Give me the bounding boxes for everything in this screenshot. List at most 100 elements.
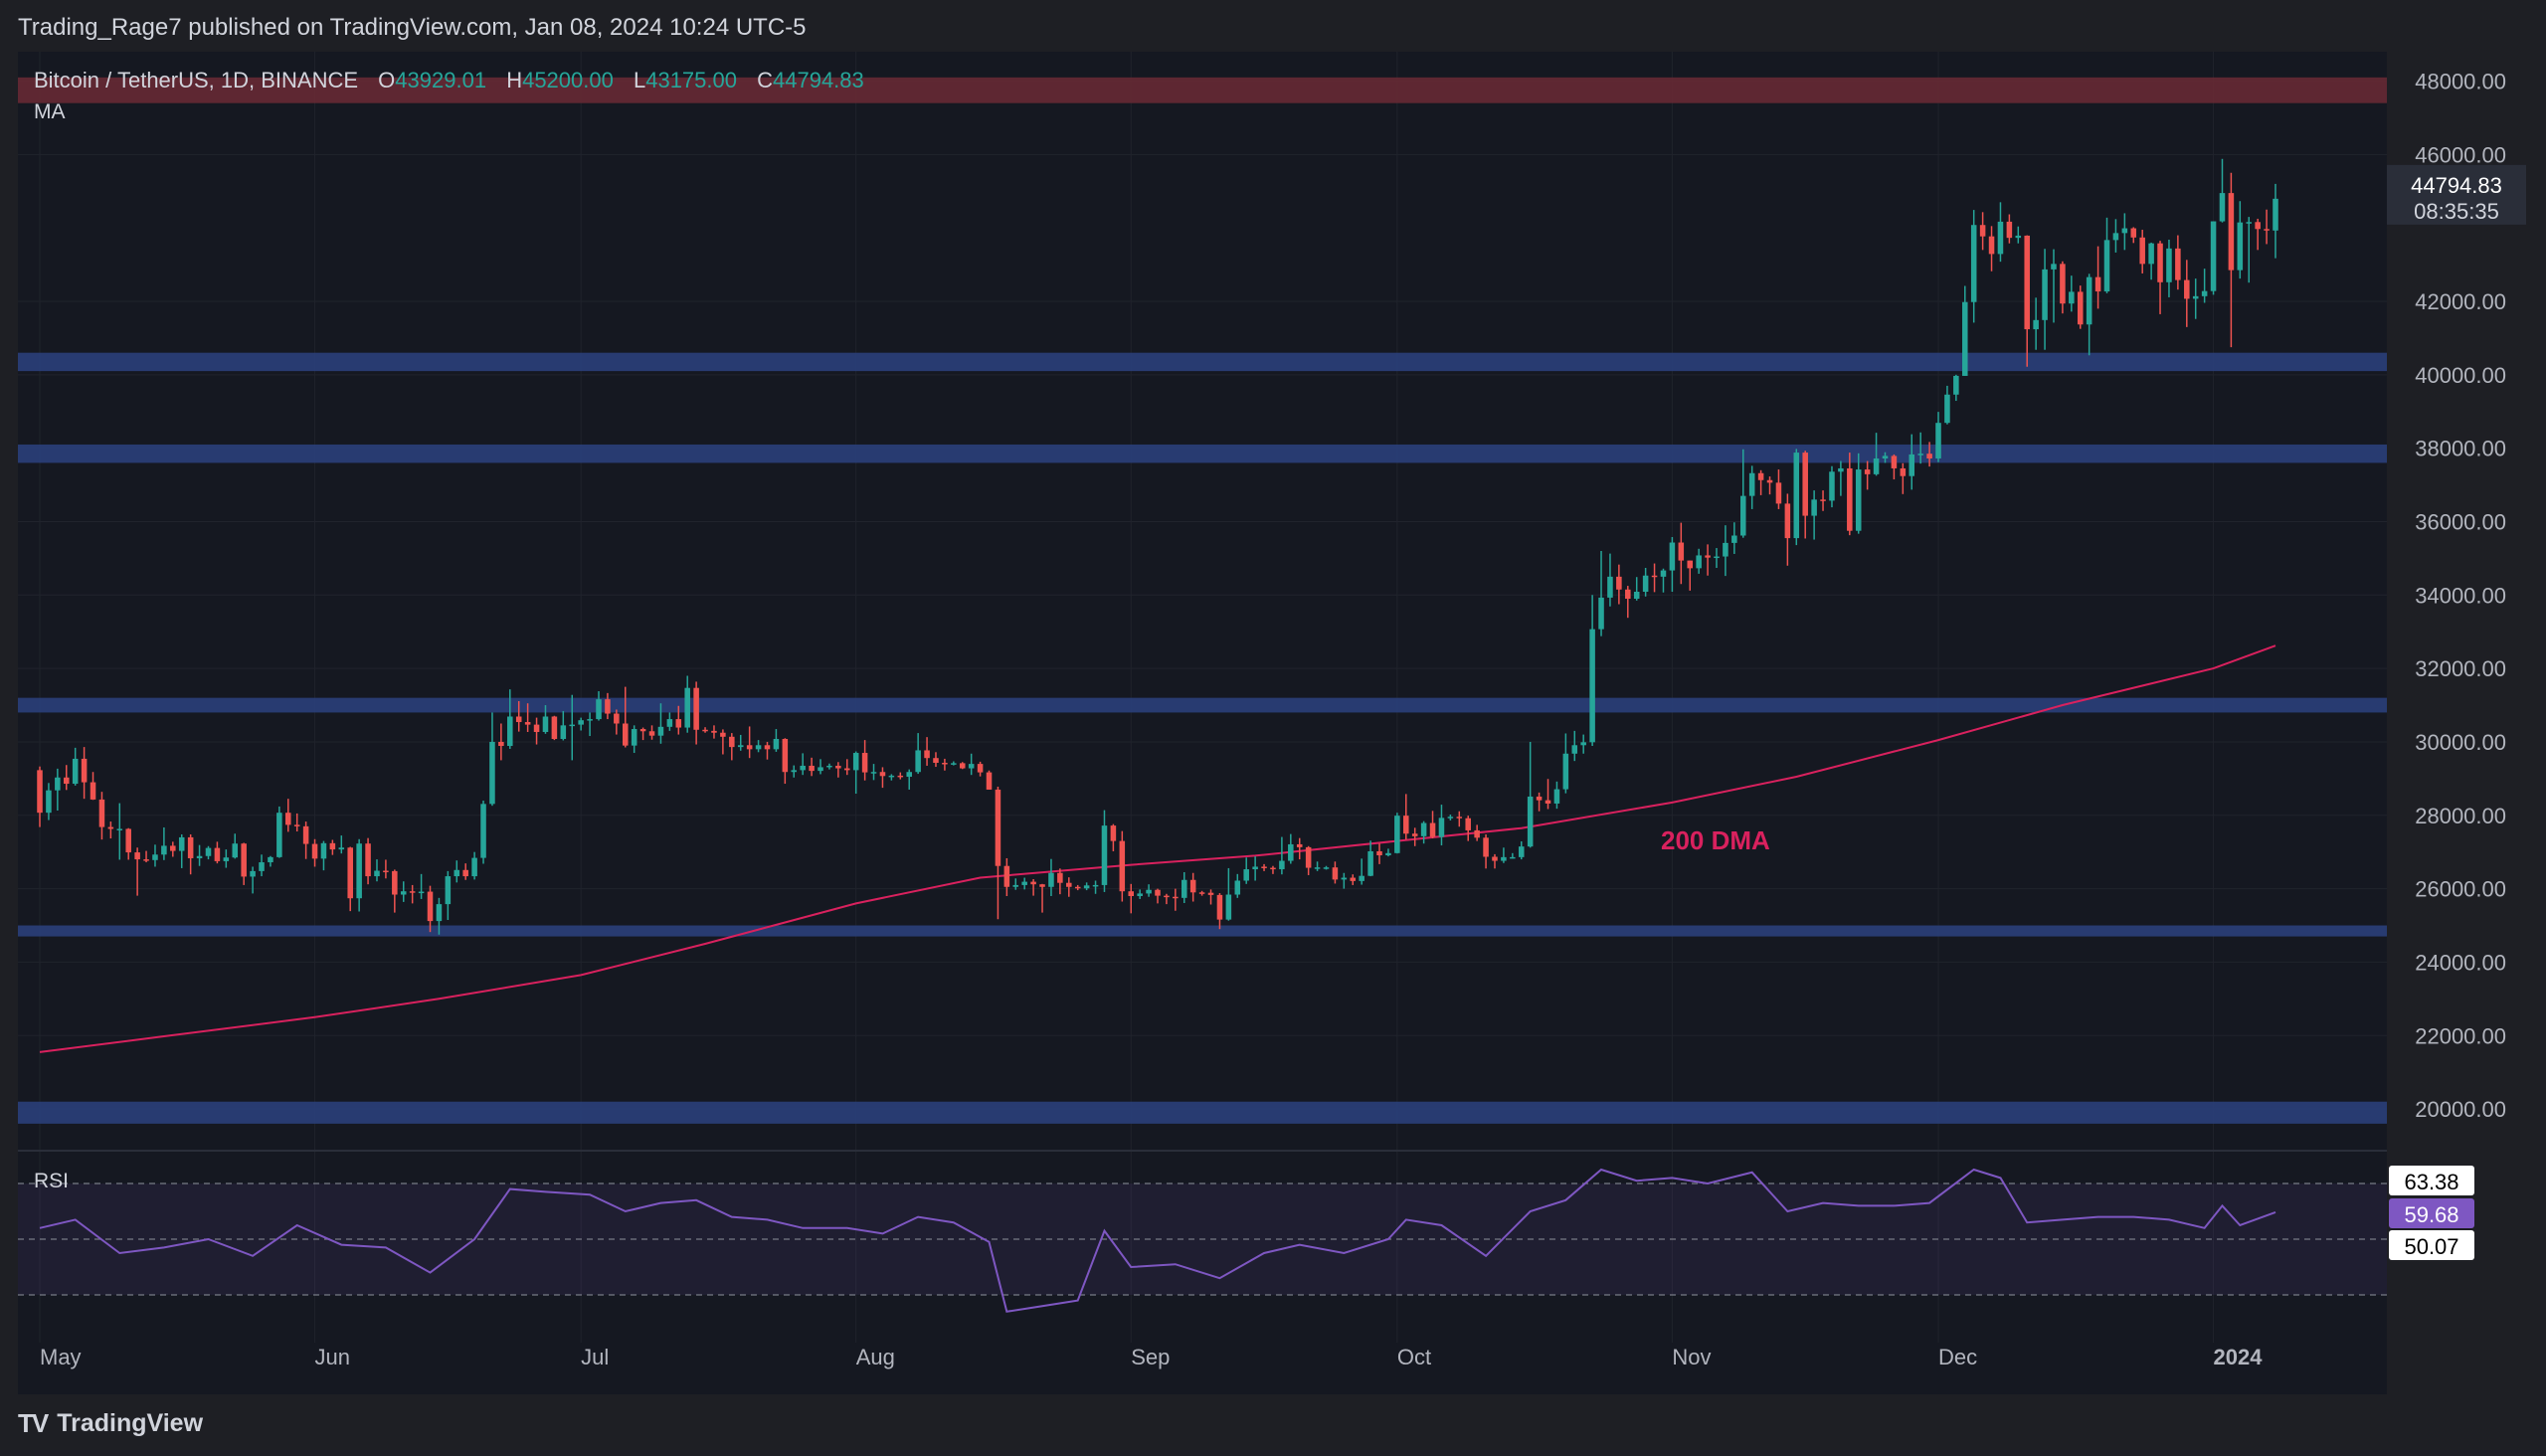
candle-body xyxy=(1447,817,1454,819)
rsi-tag xyxy=(2389,1166,2474,1195)
x-tick-label: May xyxy=(40,1345,82,1369)
candle-body xyxy=(1571,745,1578,754)
symbol-label[interactable]: Bitcoin / TetherUS, 1D, BINANCE xyxy=(34,68,359,92)
x-tick-label: Aug xyxy=(856,1345,895,1369)
candle-body xyxy=(1350,877,1357,881)
candle-body xyxy=(2192,295,2199,299)
candle-body xyxy=(46,790,52,814)
candle-body xyxy=(1012,884,1019,887)
candle-body xyxy=(1146,889,1152,894)
candle-body xyxy=(320,842,327,859)
y-tick-label: 32000.00 xyxy=(2415,656,2506,681)
candle-body xyxy=(1173,896,1179,899)
candle-body xyxy=(170,845,176,851)
candle-body xyxy=(98,799,105,827)
candle-body xyxy=(1137,893,1143,896)
y-tick-label: 42000.00 xyxy=(2415,289,2506,314)
x-tick-label: Sep xyxy=(1131,1345,1170,1369)
x-tick-label: Oct xyxy=(1397,1345,1431,1369)
candle-body xyxy=(1607,576,1613,598)
candle-body xyxy=(826,765,832,768)
x-tick-label: 2024 xyxy=(2214,1345,2264,1369)
rsi-tag-value: 59.68 xyxy=(2404,1202,2458,1227)
candle-body xyxy=(55,777,61,791)
candle-body xyxy=(1411,833,1418,836)
candle-body xyxy=(259,862,265,871)
ma-indicator-label[interactable]: MA xyxy=(34,100,66,123)
candle-body xyxy=(1101,825,1108,885)
candle-body xyxy=(1323,867,1330,869)
candle-body xyxy=(995,789,1001,866)
candle-body xyxy=(1882,455,1889,458)
bar-countdown: 08:35:35 xyxy=(2414,199,2499,224)
rsi-line xyxy=(39,1168,2276,1313)
candle-body xyxy=(1678,542,1685,561)
y-axis[interactable]: 48000.00 46000.00 42000.00 40000.00 38000.00… xyxy=(2415,70,2506,1123)
low-key: L xyxy=(633,68,646,92)
candle-body xyxy=(746,745,753,750)
candle-body xyxy=(1057,872,1063,883)
close-value: 44794.83 xyxy=(773,68,864,92)
candle-body xyxy=(116,828,123,830)
support-resistance-zones xyxy=(18,77,2387,1124)
candle-body xyxy=(1181,879,1187,898)
candle-body xyxy=(809,765,815,772)
candle-body xyxy=(578,720,584,725)
candle-body xyxy=(489,741,495,805)
candle-body xyxy=(232,843,239,858)
candle-body xyxy=(614,713,620,724)
ohlc-legend: Bitcoin / TetherUS, 1D, BINANCE O43929.0… xyxy=(34,68,864,93)
candle-body xyxy=(1633,591,1640,599)
candle-body xyxy=(844,768,850,771)
candle-body xyxy=(1359,875,1364,881)
candle-body xyxy=(977,764,984,773)
candle-body xyxy=(1642,575,1649,592)
candle-body xyxy=(1651,575,1658,578)
candle-body xyxy=(2166,248,2172,282)
candle-body xyxy=(1616,576,1622,590)
candle-body xyxy=(134,852,140,860)
y-tick-label: 28000.00 xyxy=(2415,804,2506,828)
candle-body xyxy=(329,842,336,850)
candle-body xyxy=(1820,499,1826,501)
candle-body xyxy=(1296,843,1303,847)
tradingview-logo[interactable]: TV TradingView xyxy=(18,1408,203,1439)
candle-body xyxy=(737,745,744,748)
candle-body xyxy=(2015,235,2022,239)
candle-body xyxy=(1855,469,1862,531)
candle-body xyxy=(2246,222,2253,224)
candle-body xyxy=(1501,856,1507,861)
candle-body xyxy=(498,741,504,747)
candle-body xyxy=(951,763,957,765)
candle-body xyxy=(1757,472,1764,480)
rsi-indicator-label[interactable]: RSI xyxy=(34,1170,70,1192)
candle-body xyxy=(1775,482,1782,504)
candle-body xyxy=(870,772,877,774)
candle-body xyxy=(2130,228,2137,238)
candle-body xyxy=(1376,850,1382,856)
candle-body xyxy=(2069,291,2075,304)
candle-body xyxy=(400,891,407,895)
candle-body xyxy=(587,719,593,721)
candle-body xyxy=(1838,467,1844,472)
candle-body xyxy=(2237,222,2244,271)
candle-body xyxy=(1669,542,1676,571)
candle-body xyxy=(648,731,655,736)
candle-body xyxy=(1394,816,1400,853)
candle-body xyxy=(347,847,353,899)
x-axis[interactable]: May Jun Jul Aug Sep Oct Nov Dec 2024 xyxy=(40,1345,2263,1369)
candle-body xyxy=(2148,243,2154,265)
candle-body xyxy=(1891,455,1898,468)
x-tick-label: Jul xyxy=(581,1345,609,1369)
candle-body xyxy=(773,739,780,750)
candle-body xyxy=(161,845,167,855)
high-value: 45200.00 xyxy=(522,68,614,92)
zone-red xyxy=(18,77,2387,103)
candle-body xyxy=(196,855,203,858)
candle-body xyxy=(835,765,841,769)
y-tick-label: 22000.00 xyxy=(2415,1023,2506,1048)
candle-body xyxy=(1492,856,1498,861)
candle-body xyxy=(436,904,443,922)
